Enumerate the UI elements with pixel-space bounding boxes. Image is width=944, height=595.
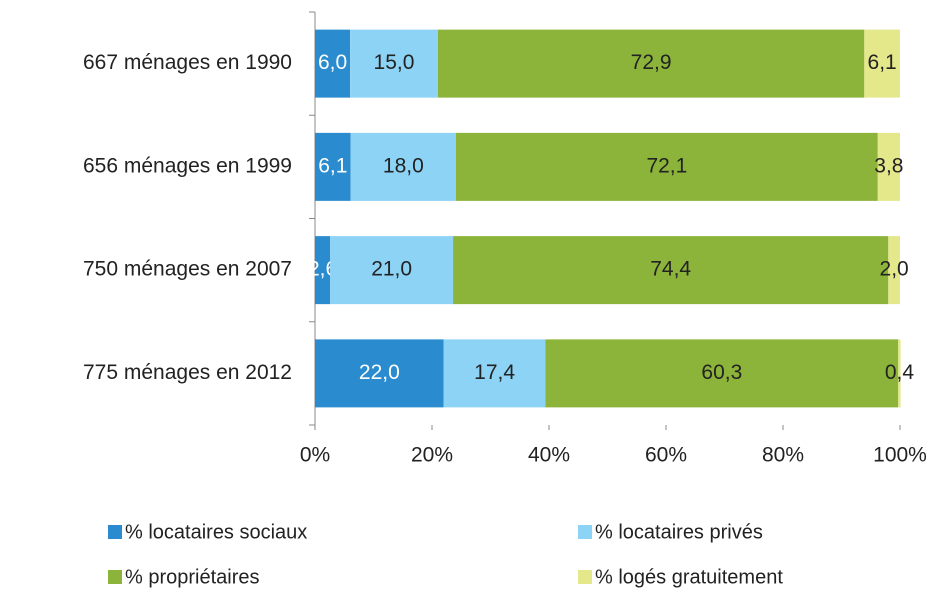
bar-segment [443,339,546,408]
legend-swatch [108,525,122,539]
bar-segment [437,29,865,98]
data-label: 0,4 [885,361,915,384]
x-tick-label: 20% [411,444,453,467]
bar-segment [315,132,351,201]
x-tick-label: 80% [762,444,804,467]
legend-label: % propriétaires [125,566,260,588]
legend-swatch [108,570,122,584]
data-label: 15,0 [374,51,415,74]
bar-segment [877,132,900,201]
data-label: 72,1 [646,154,687,177]
data-label: 17,4 [474,361,515,384]
data-label: 18,0 [383,154,424,177]
bar-segment [350,29,438,98]
x-tick-label: 40% [528,444,570,467]
legend-swatch [578,525,592,539]
data-label: 6,1 [868,51,897,74]
bar-segment [315,236,331,305]
data-label: 74,4 [650,258,691,281]
data-label: 72,9 [631,51,672,74]
data-label: 21,0 [371,258,412,281]
bar-segment [330,236,454,305]
x-tick-label: 0% [300,444,330,467]
data-label: 2,0 [880,258,909,281]
bar-segment [315,29,351,98]
legend-label: % locataires sociaux [125,521,307,543]
legend-label: % logés gratuitement [595,566,783,588]
y-tick-label: 656 ménages en 1999 [83,154,292,177]
bar-segment [888,236,900,305]
legend-label: % locataires privés [595,521,763,543]
data-label: 60,3 [701,361,742,384]
data-label: 22,0 [359,361,400,384]
bar-segment [315,339,444,408]
legend: % locataires sociaux % locataires privés%… [108,521,783,588]
y-tick-label: 667 ménages en 1990 [83,51,292,74]
bar-segment [864,29,900,98]
bar-segment [350,132,456,201]
y-tick-label: 750 ménages en 2007 [83,258,292,281]
legend-swatch [578,570,592,584]
data-label: 6,0 [318,51,347,74]
x-tick-label: 60% [645,444,687,467]
x-tick-label: 100% [873,444,927,467]
data-label: 3,8 [874,154,903,177]
bar-segment [898,339,901,408]
bar-segment [545,339,899,408]
bar-segment [453,236,889,305]
data-label: 6,1 [318,154,347,177]
y-tick-label: 775 ménages en 2012 [83,361,292,384]
bar-segment [455,132,878,201]
data-label: 2,6 [308,258,337,281]
